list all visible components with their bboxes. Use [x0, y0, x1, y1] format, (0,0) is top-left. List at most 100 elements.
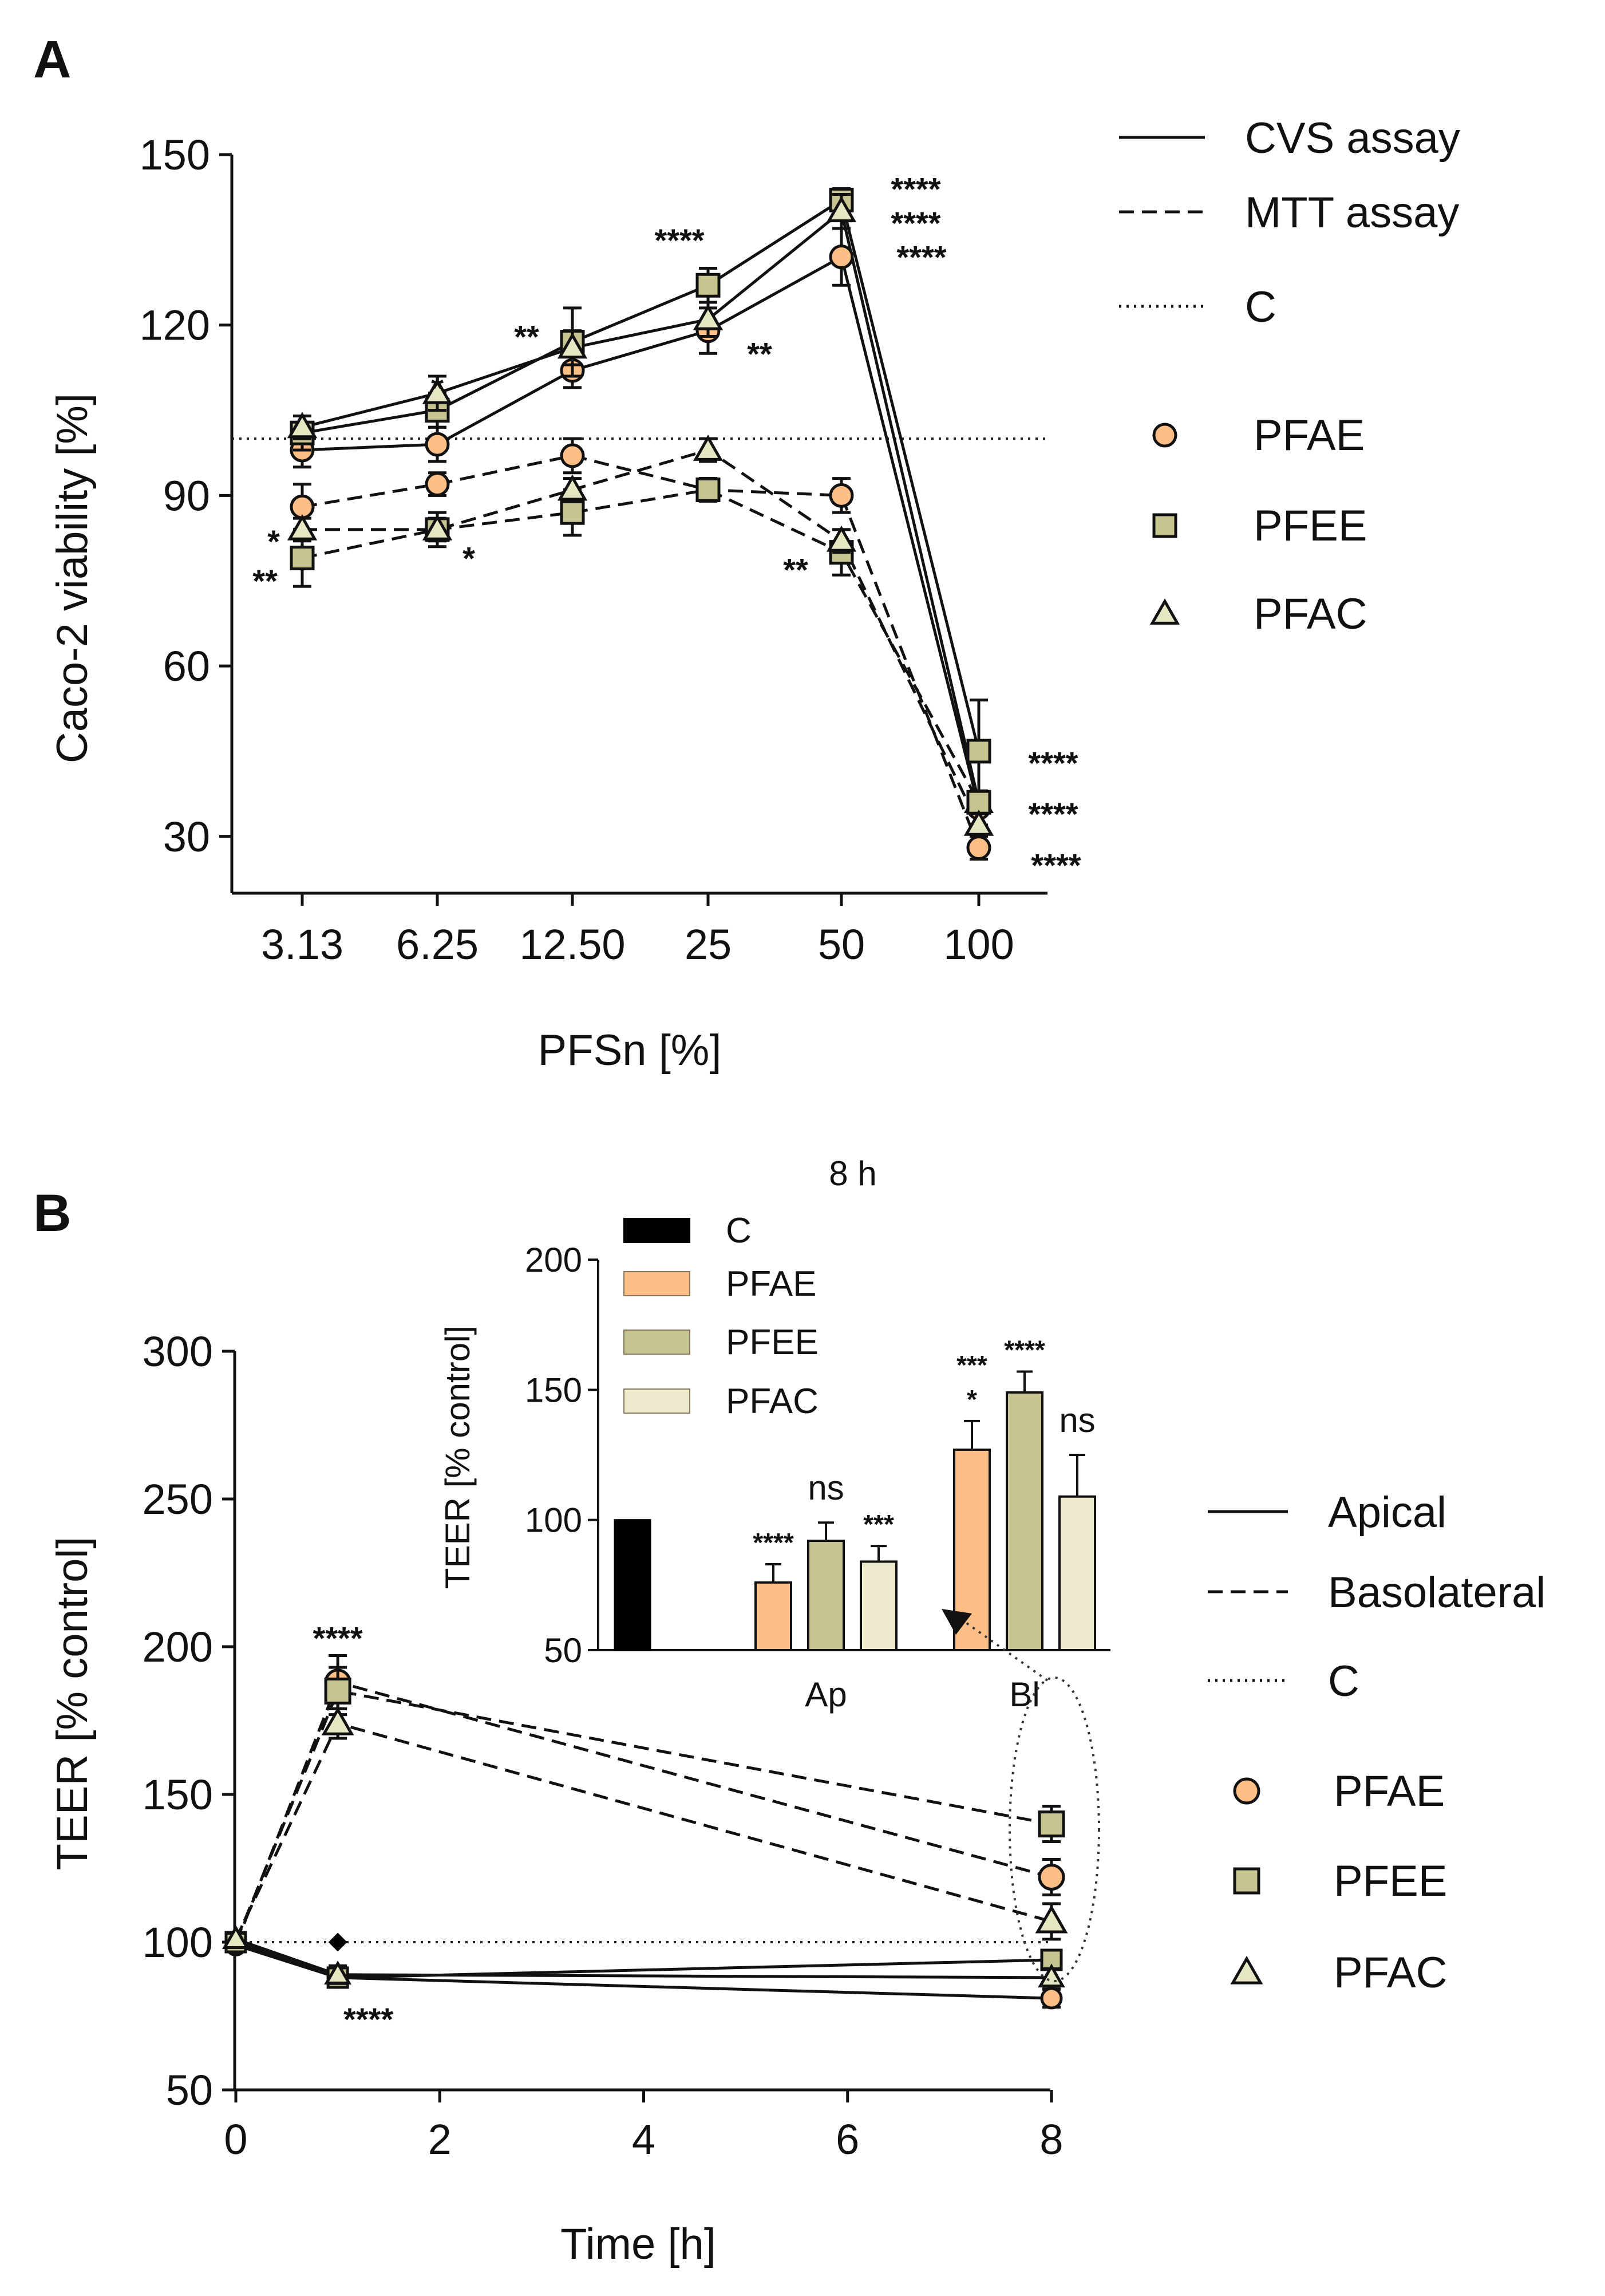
- chart-a-point-pfee: [966, 739, 991, 764]
- chart-a-point-pfae: [829, 483, 854, 508]
- inset-significance: ****: [753, 1528, 794, 1557]
- chart-a-significance: ****: [1028, 745, 1078, 781]
- inset-bar-ap-pfee: [807, 1540, 845, 1652]
- chart-a-y-axis-label: Caco-2 viability [%]: [48, 393, 97, 763]
- inset-bar-c: [614, 1519, 651, 1651]
- inset-y-tick-label: 200: [525, 1241, 582, 1279]
- chart-b-legend-label: Basolateral: [1328, 1568, 1545, 1617]
- chart-a-significance: *: [462, 541, 475, 577]
- chart-b-point-pfac: [1035, 1904, 1068, 1934]
- chart-a-x-tick-label: 25: [685, 921, 732, 968]
- chart-a-y-tick-label: 150: [140, 131, 210, 179]
- inset-title: 8 h: [829, 1154, 876, 1193]
- inset-legend-label: C: [726, 1211, 752, 1250]
- chart-a-line-pfae-cvs: [302, 254, 981, 808]
- chart-b-x-tick-label: 2: [428, 2116, 452, 2163]
- chart-b-y-tick-label: 250: [143, 1476, 213, 1523]
- chart-a-line-pfac-mtt: [302, 448, 981, 826]
- chart-b-line-pfac-apical: [235, 1938, 1052, 1979]
- inset-legend-swatch: [623, 1218, 690, 1243]
- chart-b-y-axis-label: TEER [% control]: [48, 1537, 97, 1871]
- inset-legend-label: PFEE: [726, 1323, 819, 1362]
- chart-a-axes: 30 60 90 120 150 3.13 6.25 12.50 25 50 100: [140, 131, 1047, 968]
- chart-a-line-pfee-mtt: [302, 488, 981, 803]
- chart-b-x-tick-label: 8: [1039, 2116, 1063, 2163]
- chart-a-significance: ****: [1028, 796, 1078, 832]
- inset-legend-swatch: [623, 1388, 690, 1414]
- chart-a-legend-triangle-icon: [1149, 598, 1180, 625]
- chart-a-y-tick-label: 30: [163, 813, 210, 861]
- chart-b-control-point: [328, 1932, 347, 1952]
- inset-significance: ****: [1004, 1335, 1045, 1365]
- inset-legend-label: PFAC: [726, 1382, 819, 1421]
- chart-a-y-tick-label: 60: [163, 642, 210, 690]
- chart-b-point-pfac: [321, 1706, 354, 1735]
- chart-a-x-tick-label: 3.13: [261, 921, 343, 968]
- panel-label-b: B: [33, 1184, 71, 1242]
- chart-a-line-pfae-mtt: [302, 454, 981, 849]
- callout-arrowhead: [942, 1609, 972, 1635]
- chart-a-legend-label: MTT assay: [1245, 188, 1459, 237]
- inset-bar-ap-pfac: [860, 1560, 898, 1651]
- callout-ellipse: [1009, 1676, 1100, 1982]
- inset-significance: ***: [863, 1509, 894, 1539]
- chart-b-point-pfee: [324, 1677, 351, 1705]
- chart-b-line-pfee-apical: [235, 1940, 1052, 1979]
- chart-b-legend-label: Apical: [1328, 1488, 1446, 1537]
- chart-b-legend: Apical Basolateral C PFAE PFEE PFAC: [1208, 1488, 1545, 1997]
- chart-a-significance: **: [514, 319, 539, 355]
- chart-a-significance: *: [431, 370, 444, 406]
- chart-a-point-pfac: [693, 303, 724, 330]
- chart-a-significance: ****: [1031, 847, 1081, 883]
- inset-callout: [942, 1609, 1100, 1982]
- chart-a-significance: **: [783, 551, 808, 587]
- inset-legend-swatch: [623, 1330, 690, 1355]
- chart-a-legend-label: C: [1245, 283, 1276, 332]
- inset-group-label: Ap: [805, 1675, 847, 1714]
- chart-b-point-pfae: [1040, 1987, 1063, 2010]
- chart-a-significance: **: [747, 336, 772, 372]
- chart-b-x-axis-label: Time [h]: [560, 2220, 716, 2269]
- chart-a-legend: CVS assay MTT assay C PFAE PFEE PFAC: [1119, 114, 1460, 638]
- inset-y-axis-label: TEER [% control]: [438, 1325, 477, 1589]
- chart-b-point-pfac: [222, 1925, 250, 1950]
- chart-a-annotations: ************************* **************: [252, 171, 1081, 883]
- chart-b-point-pfae: [1038, 1863, 1065, 1891]
- chart-b-y-tick-label: 100: [143, 1919, 213, 1966]
- chart-a-point-pfac: [826, 525, 857, 552]
- inset-bar-bl-pfee: [1006, 1391, 1043, 1651]
- inset-y-tick-label: 100: [525, 1501, 582, 1540]
- inset-significance: *: [967, 1384, 977, 1414]
- chart-a-y-tick-label: 90: [163, 472, 210, 519]
- chart-a-x-tick-label: 6.25: [396, 921, 479, 968]
- chart-a-point-pfac: [557, 332, 588, 359]
- chart-b-line-pfac-basolateral: [234, 1722, 1052, 1940]
- chart-a-point-pfee: [560, 500, 585, 525]
- chart-a-significance: ****: [896, 239, 946, 275]
- chart-b-y-tick-label: 50: [166, 2066, 213, 2114]
- chart-a-legend-label: PFAC: [1254, 590, 1367, 638]
- chart-a-point-pfac: [826, 196, 857, 223]
- inset-y-tick-label: 50: [544, 1631, 582, 1670]
- chart-a-legend-square-icon: [1152, 513, 1177, 538]
- chart-a-legend-label: CVS assay: [1245, 114, 1460, 163]
- chart-b-x-tick-label: 0: [224, 2116, 247, 2163]
- chart-a-x-tick-label: 12.50: [519, 921, 625, 968]
- chart-a-significance: ****: [891, 205, 940, 241]
- chart-a-legend-circle-icon: [1152, 423, 1177, 448]
- chart-a-point-pfac: [963, 810, 994, 836]
- chart-b-legend-label: C: [1328, 1657, 1359, 1706]
- chart-a-point-pfee: [290, 546, 315, 571]
- chart-a-legend-label: PFAE: [1254, 411, 1365, 460]
- chart-b-legend-square-icon: [1233, 1867, 1260, 1895]
- chart-a-line-pfee-cvs: [302, 198, 981, 752]
- chart-a-point-pfee: [695, 273, 721, 298]
- chart-a-point-pfae: [425, 472, 450, 497]
- chart-b-point-pfee: [1038, 1810, 1065, 1838]
- chart-a-legend-label: PFEE: [1254, 502, 1367, 550]
- chart-a-significance: **: [252, 563, 278, 599]
- chart-a-x-tick-label: 50: [818, 921, 865, 968]
